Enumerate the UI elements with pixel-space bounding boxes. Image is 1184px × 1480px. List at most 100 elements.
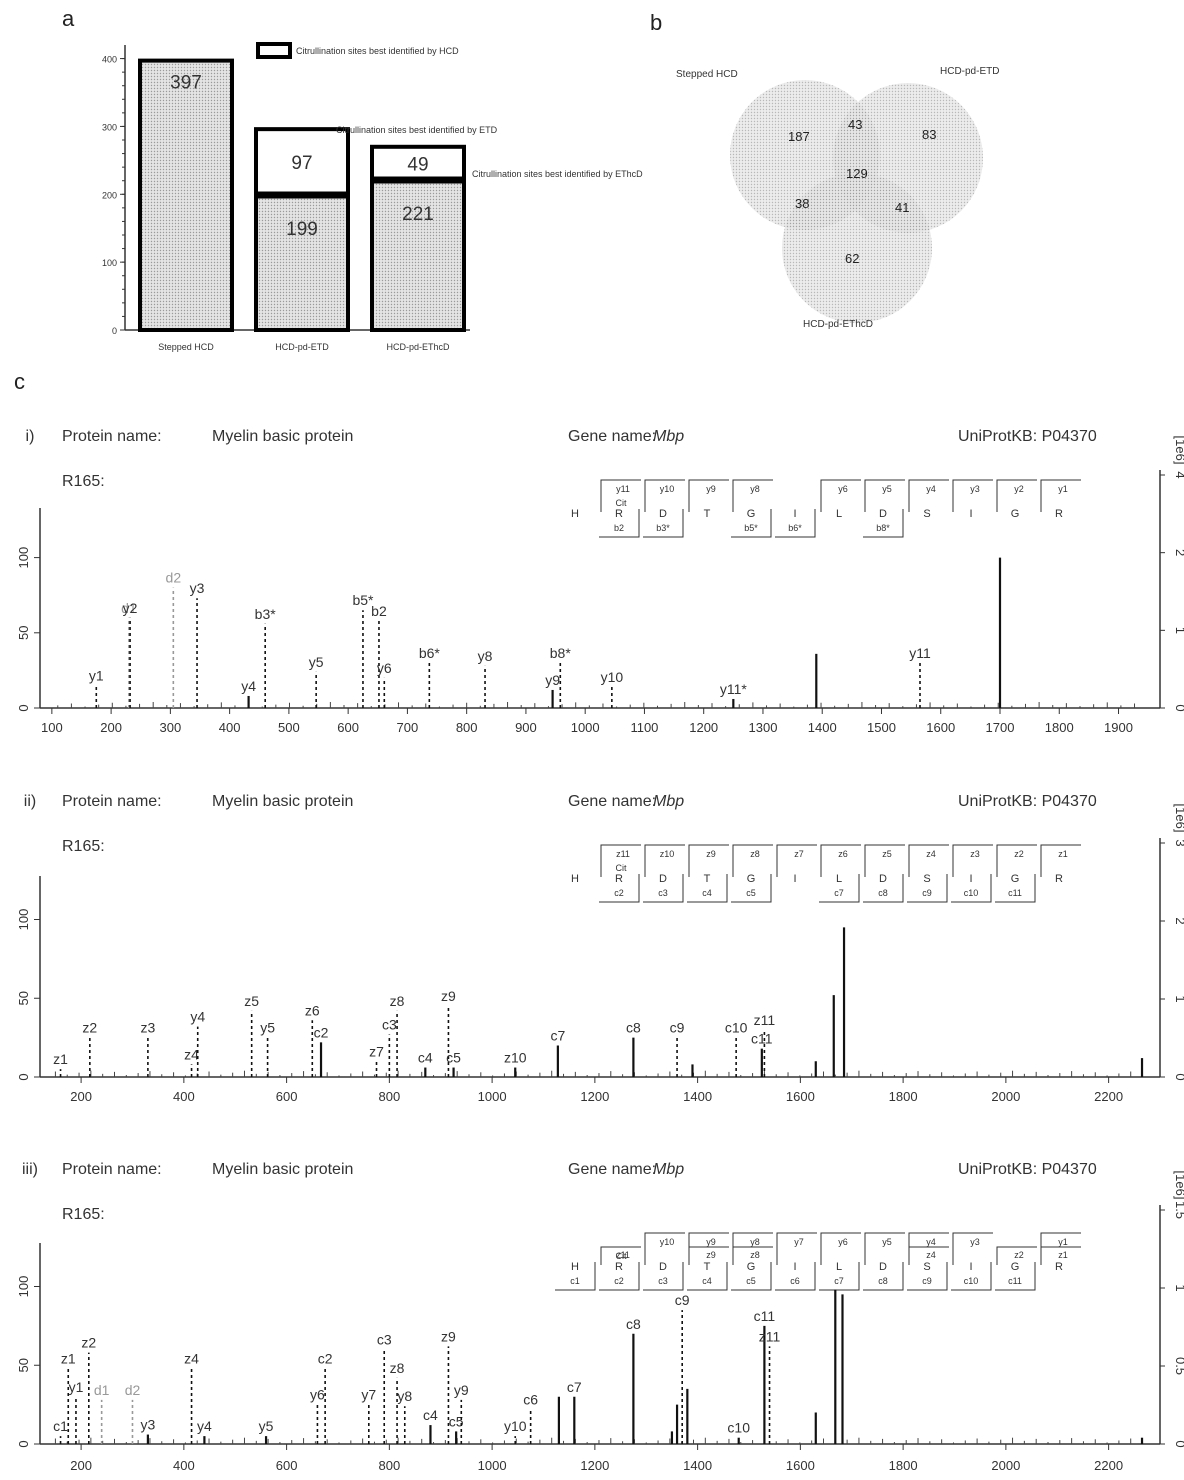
- peak-label: z11: [754, 1012, 776, 1028]
- spectrum-index: i): [26, 428, 35, 445]
- fragment-ion-top: y5: [882, 1237, 892, 1247]
- spectrum-iii: iii) Protein name: Myelin basic protein Gen…: [16, 1161, 1184, 1473]
- gene-name-label: Gene name:: [568, 1161, 656, 1178]
- peak-label: d2: [125, 1382, 141, 1398]
- right-tick-label: 0.5: [1173, 1357, 1184, 1375]
- protein-name-value: Myelin basic protein: [212, 793, 353, 810]
- peak-label: c10: [725, 1020, 748, 1036]
- sequence-residue: R: [615, 873, 623, 885]
- fragment-bracket-bottom: [599, 1262, 640, 1291]
- sequence-residue: I: [793, 873, 796, 885]
- citrulline-mark: Cit: [616, 1251, 627, 1261]
- fragment-ion-top: y11: [616, 484, 630, 494]
- peak-label: y1: [89, 667, 104, 683]
- gene-name-value: Mbp: [653, 793, 684, 810]
- fragment-bracket-bottom: [555, 1262, 596, 1291]
- peak-label: y8: [478, 648, 493, 664]
- fragment-bracket-bottom: [731, 509, 772, 538]
- sequence-residue: I: [969, 1261, 972, 1273]
- fragment-bracket-top: [1040, 479, 1081, 512]
- peak-label: z2: [81, 1335, 96, 1351]
- fragment-ion-top: z6: [838, 849, 848, 859]
- fragment-ion-top: y6: [838, 1237, 848, 1247]
- spectrum-index: iii): [22, 1161, 38, 1178]
- peak-label: y11: [909, 645, 931, 661]
- fragment-ion-top: z7: [794, 849, 804, 859]
- fragment-bracket-top: [952, 479, 993, 512]
- fragment-bracket-top: [908, 479, 949, 512]
- sequence-residue: D: [879, 873, 887, 885]
- peak-label: c2: [318, 1350, 333, 1366]
- x-tick-label: 1400: [683, 1458, 712, 1473]
- y-tick-label: 100: [16, 909, 31, 931]
- x-tick-label: 2000: [991, 1089, 1020, 1104]
- fragment-ion-top: y2: [1014, 484, 1024, 494]
- fragment-ion-bottom: b8*: [876, 523, 890, 533]
- sequence-residue: D: [879, 1261, 887, 1273]
- sequence-residue: R: [615, 1261, 623, 1273]
- fragment-ion-bottom: b2: [614, 523, 624, 533]
- fragment-bracket-top: [600, 844, 641, 877]
- spectrum-i: i) Protein name: Myelin basic protein Gene …: [16, 428, 1184, 735]
- peak-label: d2: [166, 570, 182, 586]
- fragment-bracket-bottom: [819, 1262, 860, 1291]
- peak-label: y6: [310, 1387, 325, 1403]
- sequence-residue: R: [615, 508, 623, 520]
- fragment-ion-bottom: c3: [658, 1276, 668, 1286]
- fragment-ion-bottom: c6: [790, 1276, 800, 1286]
- x-tick-label: 400: [219, 720, 241, 735]
- fragment-ion-top: z5: [882, 849, 892, 859]
- peak-label: c4: [423, 1407, 438, 1423]
- peak-label: z10: [504, 1050, 527, 1066]
- peak-label: y7: [361, 1387, 376, 1403]
- peak-label: z8: [390, 1360, 405, 1376]
- venn-count-only-etd: 83: [922, 127, 936, 142]
- fragment-bracket-bottom: [687, 874, 728, 903]
- sequence-residue: I: [969, 508, 972, 520]
- bar-value-label: 221: [402, 204, 434, 225]
- x-tick-label: 1800: [889, 1089, 918, 1104]
- spectrum-index: ii): [24, 793, 36, 810]
- y-tick-label: 0: [16, 704, 31, 711]
- fragment-ion-bottom: c9: [922, 888, 932, 898]
- fragment-ion-top: y8: [750, 1237, 760, 1247]
- fragment-ion-top: z11: [616, 849, 630, 859]
- venn-count-only-stepped: 187: [788, 129, 810, 144]
- y-tick-label: 0: [16, 1440, 31, 1447]
- bar-hcd: [138, 58, 234, 332]
- right-axis-unit: [1e6]: [1173, 1171, 1184, 1200]
- fragment-bracket-bottom: [863, 874, 904, 903]
- fragment-ion-bottom: b6*: [788, 523, 802, 533]
- fragment-bracket-bottom: [643, 1262, 684, 1291]
- x-tick-label: 1600: [786, 1458, 815, 1473]
- peak-label: z8: [390, 993, 405, 1009]
- right-tick-label: 3: [1173, 839, 1184, 846]
- fragment-ion-bottom: c8: [878, 888, 888, 898]
- fragment-ion-bottom: c11: [1008, 1276, 1022, 1286]
- x-category-label: HCD-pd-EThcD: [386, 342, 450, 352]
- peak-label: c3: [382, 1016, 397, 1032]
- fragment-ion-top: y10: [660, 1237, 675, 1247]
- fragment-bracket-top: [600, 479, 641, 512]
- fragment-ion-mid: z11: [616, 1250, 630, 1260]
- protein-name-label: Protein name:: [62, 428, 162, 445]
- x-tick-label: 1400: [683, 1089, 712, 1104]
- panel-a-letter: a: [62, 6, 75, 31]
- annotation-etd: Citrullination sites best identified by …: [336, 125, 498, 135]
- peak-label: y5: [309, 654, 324, 670]
- right-axis-unit: [1e6]: [1173, 804, 1184, 833]
- peak-label: y4: [197, 1418, 212, 1434]
- right-tick-label: 2: [1173, 549, 1184, 556]
- fragment-ion-mid: z4: [926, 1250, 936, 1260]
- fragment-bracket-top: [644, 479, 685, 512]
- sequence-residue: D: [879, 508, 887, 520]
- y-tick-label: 200: [102, 190, 117, 200]
- x-tick-label: 1200: [580, 1089, 609, 1104]
- fragment-ion-top: z4: [926, 849, 936, 859]
- fragment-ion-top: y6: [838, 484, 848, 494]
- fragment-bracket-top: [952, 1232, 993, 1265]
- fragment-ion-bottom: c4: [702, 888, 712, 898]
- fragment-ion-bottom: c8: [878, 1276, 888, 1286]
- x-tick-label: 800: [379, 1458, 401, 1473]
